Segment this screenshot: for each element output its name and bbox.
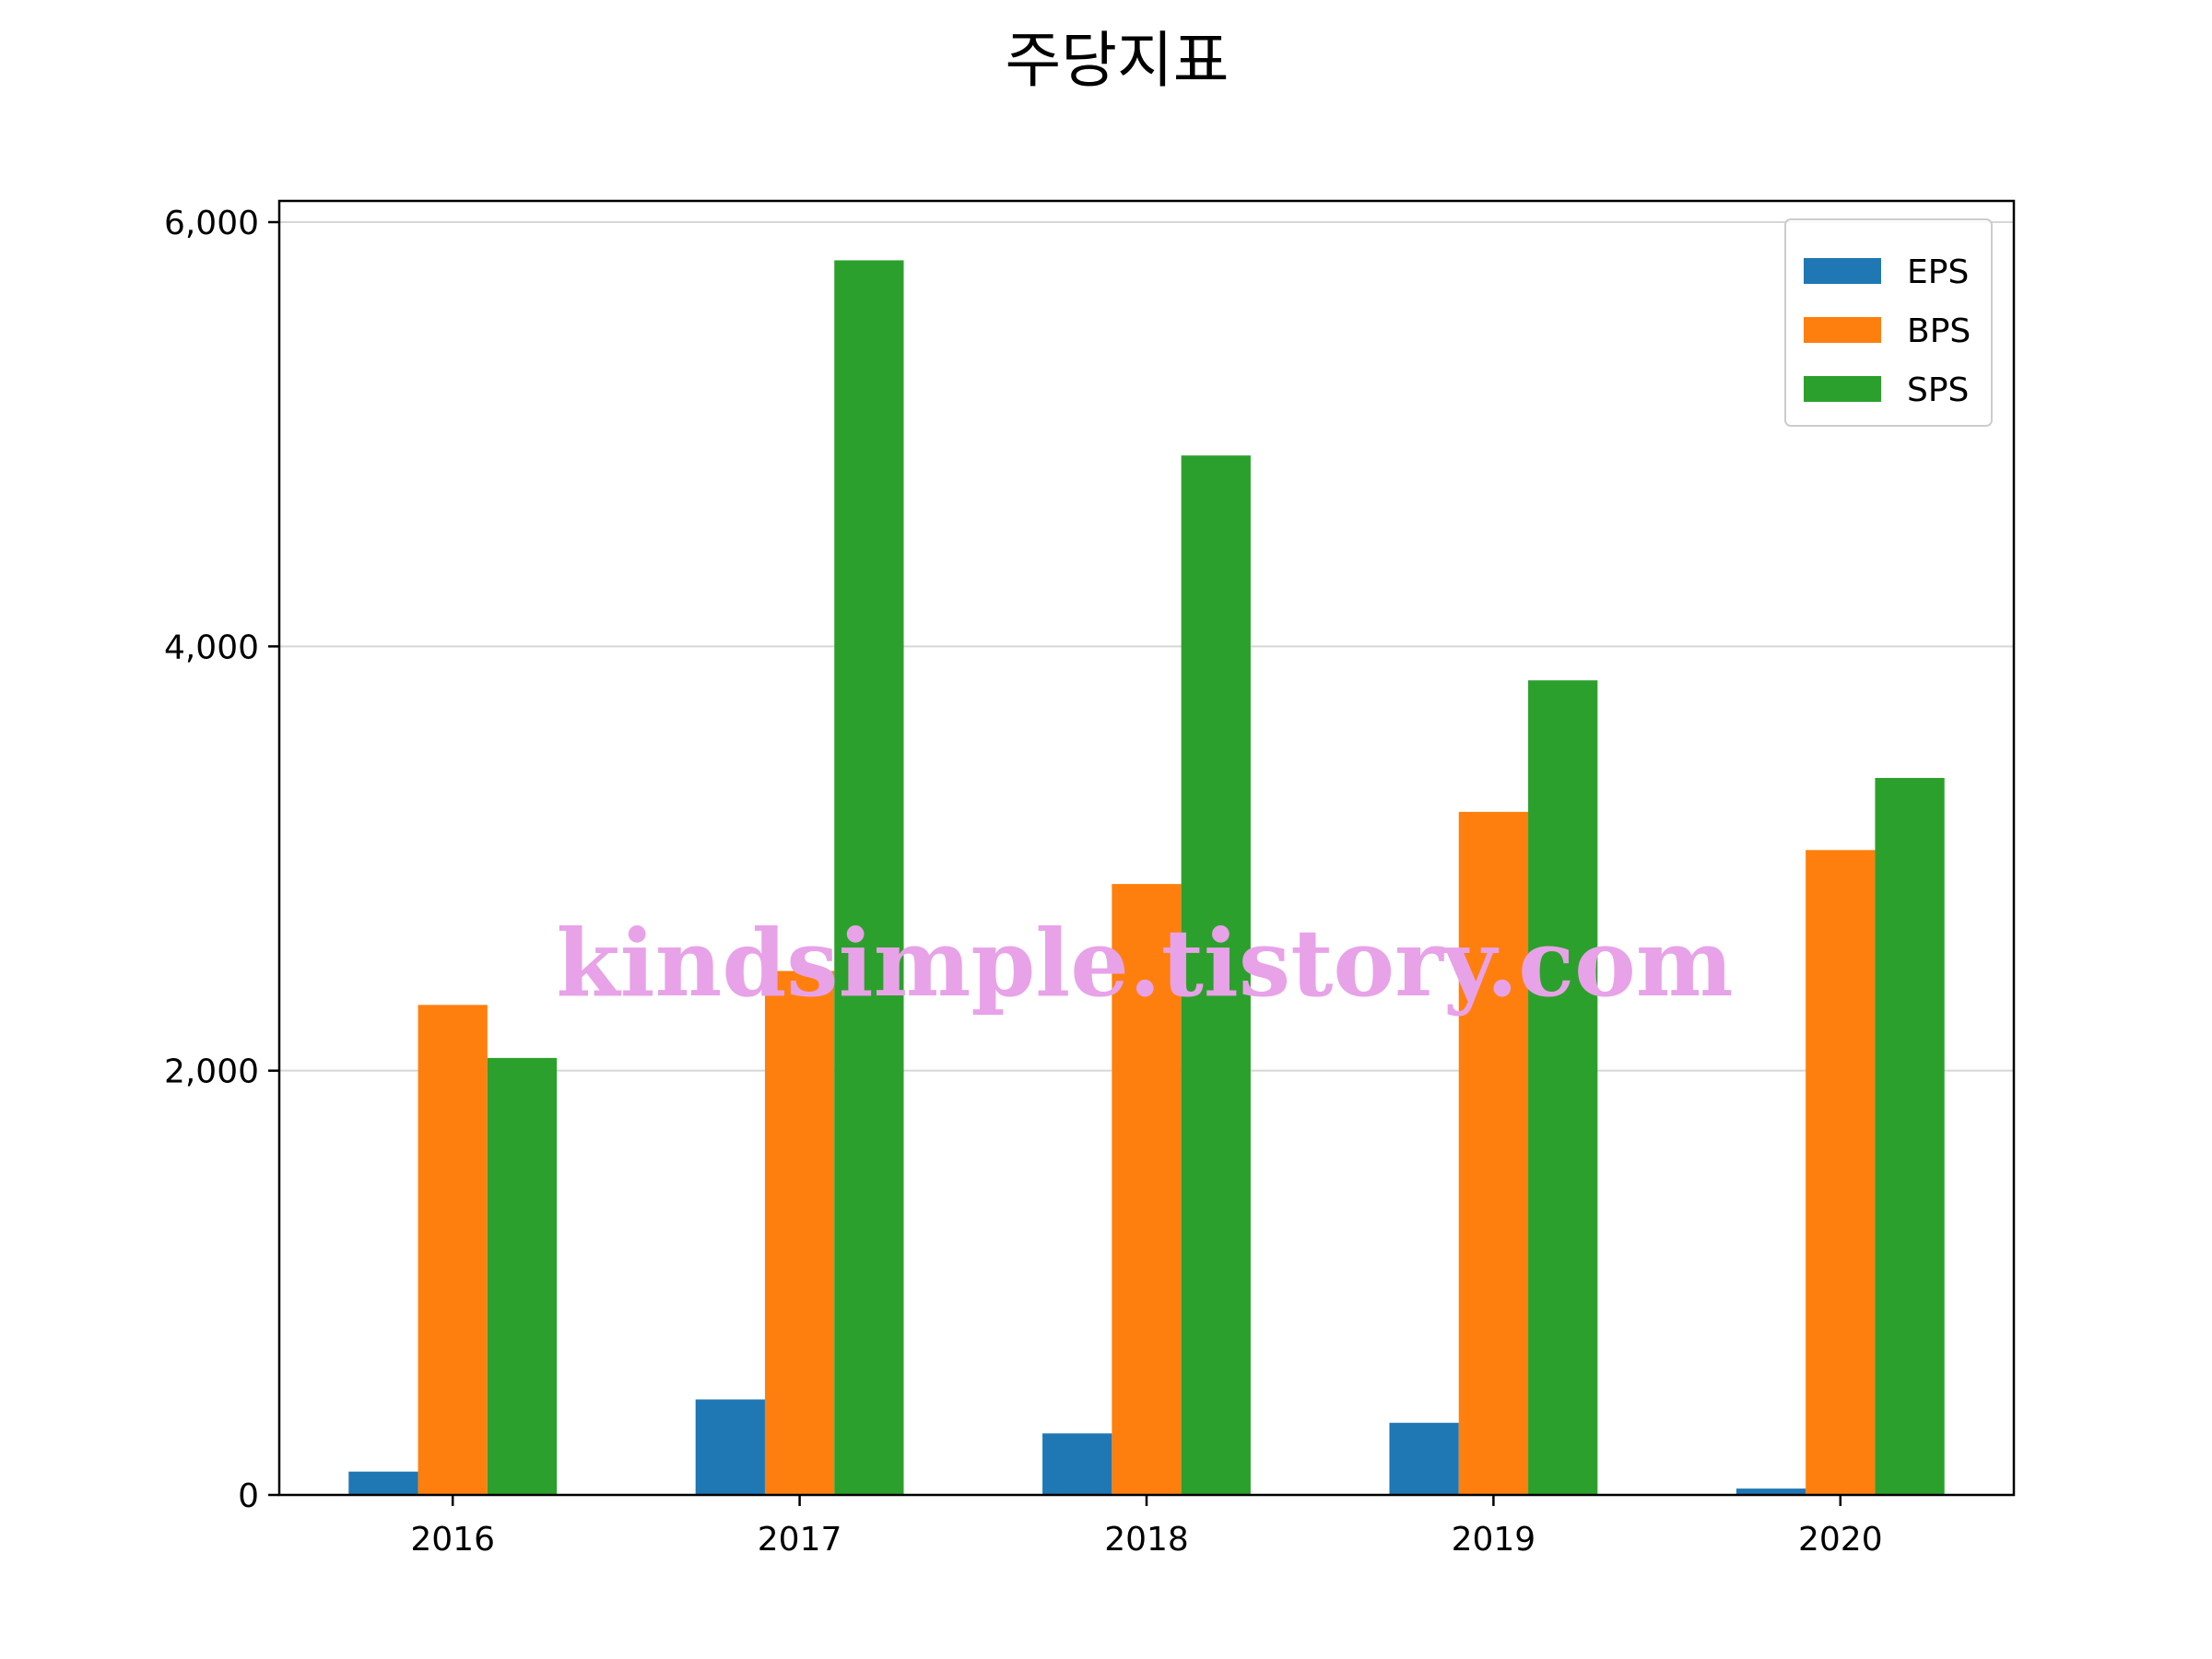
bar-sps-2018 — [1181, 455, 1251, 1495]
x-tick-label: 2020 — [1798, 1521, 1883, 1559]
bar-sps-2017 — [834, 260, 904, 1495]
bar-sps-2020 — [1875, 778, 1945, 1495]
chart-title: 주당지표 — [1006, 25, 1230, 96]
legend-swatch-eps — [1804, 258, 1881, 284]
y-tick-label: 6,000 — [164, 205, 259, 242]
x-tick-label: 2019 — [1452, 1521, 1536, 1559]
bar-bps-2017 — [764, 971, 835, 1495]
y-axis: 0 2,000 4,000 6,000 — [164, 205, 279, 1515]
bars — [348, 260, 1945, 1495]
y-tick-label: 0 — [238, 1477, 259, 1515]
bar-eps-2017 — [695, 1399, 765, 1495]
legend: EPS BPS SPS — [1784, 218, 1993, 427]
x-axis: 2016 2017 2018 2019 2020 — [410, 1495, 1883, 1559]
bar-eps-2020 — [1735, 1488, 1806, 1495]
y-tick-label: 2,000 — [164, 1053, 259, 1091]
bar-sps-2019 — [1528, 680, 1598, 1495]
bar-bps-2016 — [418, 1005, 488, 1495]
bar-bps-2019 — [1458, 811, 1529, 1495]
legend-swatch-sps — [1804, 376, 1881, 402]
y-tick-label: 4,000 — [164, 629, 259, 666]
x-tick-label: 2018 — [1104, 1521, 1189, 1559]
x-tick-label: 2017 — [758, 1521, 842, 1559]
bar-bps-2020 — [1806, 850, 1876, 1495]
bar-sps-2016 — [487, 1057, 558, 1495]
x-tick-label: 2016 — [410, 1521, 495, 1559]
legend-swatch-bps — [1804, 317, 1881, 343]
legend-label-sps: SPS — [1907, 371, 1969, 409]
bar-eps-2018 — [1042, 1433, 1112, 1495]
watermark-text: kindsimple.tistory.com — [556, 909, 1733, 1018]
legend-label-bps: BPS — [1907, 312, 1971, 350]
bar-eps-2016 — [348, 1471, 418, 1495]
legend-label-eps: EPS — [1907, 253, 1969, 291]
bar-eps-2019 — [1389, 1422, 1459, 1495]
bar-bps-2018 — [1112, 884, 1182, 1495]
